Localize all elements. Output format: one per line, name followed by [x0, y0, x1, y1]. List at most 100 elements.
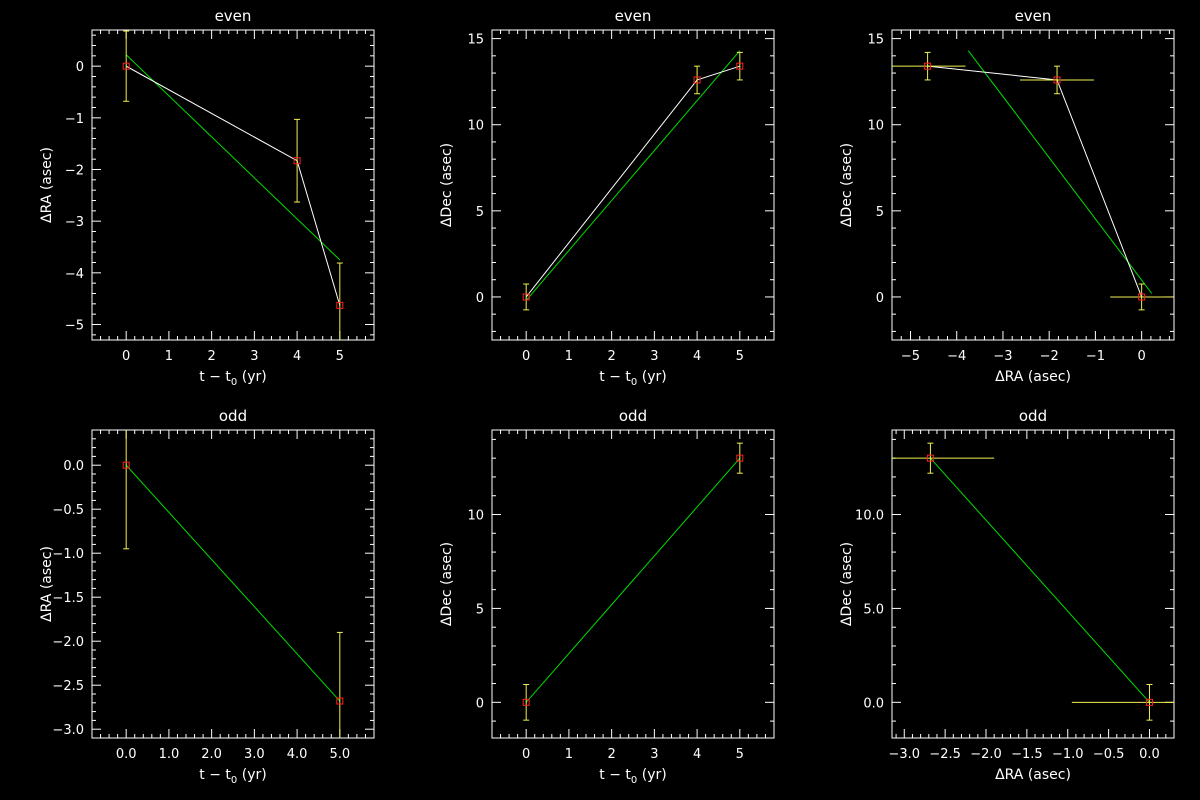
- y-tick-label: 5: [476, 602, 484, 617]
- y-tick-label: 0.0: [63, 459, 84, 474]
- data-point: [693, 76, 701, 84]
- data-point: [1138, 293, 1146, 301]
- x-axis-label-unit: (yr): [237, 369, 266, 385]
- x-tick-label: −3: [993, 349, 1012, 364]
- x-axis-label-main: ΔRA (asec): [995, 369, 1071, 385]
- y-axis-label: ΔDec (asec): [439, 143, 455, 227]
- x-tick-label: −1.5: [1011, 747, 1043, 762]
- y-tick-label: −1: [65, 112, 84, 127]
- x-tick-label: 4: [693, 747, 701, 762]
- x-tick-label: 0: [1137, 349, 1145, 364]
- x-axis-label: ΔRA (asec): [995, 767, 1071, 783]
- panel-4: 0.0 1.0 2.0 3.0 4.0 5.0 0.0 −0.5 −1.0 −1.5 −2.0 −2.…: [39, 407, 375, 786]
- y-axis-label: ΔDec (asec): [839, 542, 855, 626]
- x-tick-label: −3.0: [888, 747, 920, 762]
- x-tick-label: −0.5: [1093, 747, 1125, 762]
- x-tick-label: 5: [736, 747, 744, 762]
- y-tick-label: 15: [467, 33, 484, 48]
- x-tick-label: 3.0: [244, 747, 265, 762]
- x-tick-label: 1.0: [159, 747, 180, 762]
- y-tick-label: 5: [876, 205, 884, 220]
- x-tick-label: 0: [522, 747, 530, 762]
- x-tick-label: 0: [122, 349, 130, 364]
- x-tick-label: −2.5: [929, 747, 961, 762]
- y-tick-label: −3.0: [52, 723, 84, 738]
- y-tick-label: 0.0: [863, 696, 884, 711]
- y-axis-label: ΔRA (asec): [39, 147, 55, 223]
- y-tick-label: −2: [65, 164, 84, 179]
- y-tick-label: −1.5: [52, 591, 84, 606]
- fit-line: [525, 457, 741, 703]
- y-tick-label: 10.0: [855, 509, 884, 524]
- x-tick-label: 0.0: [1139, 747, 1160, 762]
- x-tick-label: −1.0: [1052, 747, 1084, 762]
- data-point: [522, 293, 530, 301]
- fit-line: [525, 50, 741, 301]
- y-tick-label: 5.0: [863, 602, 884, 617]
- x-axis-label: t − t0 (yr): [599, 767, 666, 786]
- x-axis-label-subscript: 0: [231, 377, 237, 388]
- y-tick-label: −3: [65, 215, 84, 230]
- y-tick-label: 10: [467, 509, 484, 524]
- data-point: [122, 62, 130, 70]
- fit-line: [930, 457, 1150, 703]
- x-tick-label: 3: [650, 747, 658, 762]
- x-axis-label: t − t0 (yr): [199, 369, 266, 388]
- y-tick-label: 0: [476, 696, 484, 711]
- data-layer: [122, 30, 344, 340]
- x-axis-label: t − t0 (yr): [199, 767, 266, 786]
- panel-title: even: [615, 7, 652, 25]
- data-point: [122, 461, 130, 469]
- panel-3: −5 −4 −3 −2 −1 0 0 5 10 15 even ΔRA (asec) ΔDec (ase…: [839, 7, 1175, 385]
- x-axis-label-main: t − t: [199, 767, 231, 783]
- fit-line: [125, 54, 341, 261]
- panel-6: −3.0 −2.5 −2.0 −1.5 −1.0 −0.5 0.0 0.0 5.0 10.0 odd…: [839, 407, 1175, 783]
- y-tick-label: 0: [76, 60, 84, 75]
- data-point: [924, 62, 932, 70]
- x-tick-label: 4: [693, 349, 701, 364]
- panel-title: odd: [1019, 407, 1047, 425]
- y-tick-label: 10: [467, 119, 484, 134]
- data-layer: [892, 442, 1174, 721]
- x-axis-label-main: ΔRA (asec): [995, 767, 1071, 783]
- plot-frame: [91, 429, 375, 739]
- data-point: [736, 62, 744, 70]
- x-axis-label: ΔRA (asec): [995, 369, 1071, 385]
- x-tick-label: 2: [607, 747, 615, 762]
- plot-frame: [491, 29, 775, 341]
- x-axis-label-subscript: 0: [631, 775, 637, 786]
- data-point: [293, 157, 301, 165]
- x-tick-label: 1: [565, 747, 573, 762]
- data-point: [926, 454, 934, 462]
- x-axis-label-unit: (yr): [637, 767, 666, 783]
- y-tick-label: 10: [867, 119, 884, 134]
- panel-title: odd: [219, 407, 247, 425]
- x-tick-label: 2: [207, 349, 215, 364]
- data-layer: [522, 442, 744, 721]
- y-tick-label: 0: [476, 291, 484, 306]
- x-tick-label: 4: [293, 349, 301, 364]
- fit-line: [967, 50, 1153, 294]
- data-layer: [122, 430, 344, 738]
- x-tick-label: 1: [165, 349, 173, 364]
- y-tick-label: 15: [867, 33, 884, 48]
- x-tick-label: −1: [1086, 349, 1105, 364]
- fit-line: [125, 464, 341, 702]
- x-axis-label: t − t0 (yr): [599, 369, 666, 388]
- x-tick-label: 0.0: [116, 747, 137, 762]
- x-tick-label: −4: [947, 349, 966, 364]
- data-point: [1145, 698, 1153, 706]
- x-tick-label: 4.0: [287, 747, 308, 762]
- plot-frame: [491, 429, 775, 739]
- data-point: [736, 454, 744, 462]
- plot-frame: [91, 29, 375, 341]
- y-tick-label: −2.0: [52, 635, 84, 650]
- plot-frame: [891, 429, 1175, 739]
- y-tick-label: 0: [876, 291, 884, 306]
- x-axis-label-main: t − t: [599, 369, 631, 385]
- x-axis-label-unit: (yr): [237, 767, 266, 783]
- x-axis-label-main: t − t: [199, 369, 231, 385]
